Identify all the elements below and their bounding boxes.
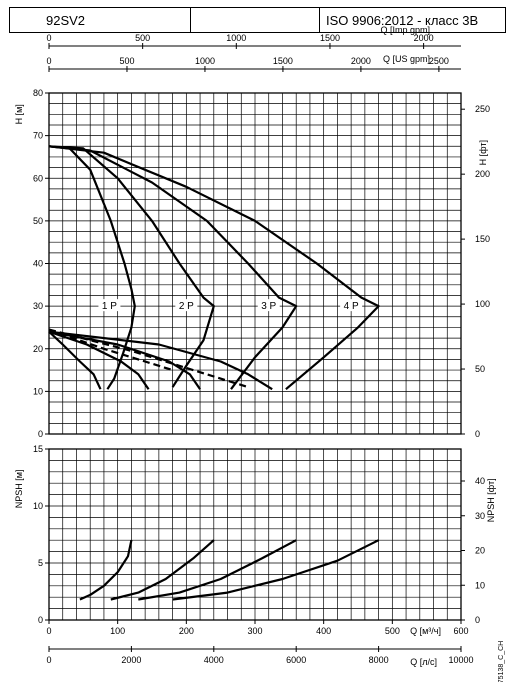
npsh-curve-1 xyxy=(79,539,133,601)
npsh-right-tick-label: 30 xyxy=(475,511,485,521)
head-y-axis-label: H [м] xyxy=(14,104,24,124)
head-y-tick-label: 0 xyxy=(38,429,43,439)
top-axis-label: Q [US gpm] xyxy=(383,54,430,64)
x-tick-label: 300 xyxy=(247,626,262,636)
npsh-curve-3 xyxy=(138,539,297,601)
top-axis-label: Q [Imp gpm] xyxy=(380,25,430,35)
head-right-tick-label: 50 xyxy=(475,364,485,374)
head-curve-6 xyxy=(48,330,150,390)
top-axis-tick-label: 1500 xyxy=(273,56,293,66)
head-right-tick-label: 0 xyxy=(475,429,480,439)
curve-label-2: 2 P xyxy=(179,301,194,312)
npsh-y-tick-label: 10 xyxy=(33,501,43,511)
npsh-right-tick-label: 0 xyxy=(475,615,480,625)
head-y-tick-label: 40 xyxy=(33,259,43,269)
header-standard-box: ISO 9906:2012 - класс 3B xyxy=(319,7,506,33)
head-curve-8 xyxy=(48,330,273,391)
x-tick-label: 200 xyxy=(179,626,194,636)
curve-label-3: 3 P xyxy=(261,301,276,312)
head-curve-4 xyxy=(48,145,380,391)
head-curve-2 xyxy=(48,145,215,388)
head-y-tick-label: 30 xyxy=(33,301,43,311)
npsh-curve-2 xyxy=(110,539,215,601)
bottom-axis-label: Q [л/с] xyxy=(410,657,437,667)
curve-label-bg xyxy=(175,299,198,312)
top-axis-tick-label: 1000 xyxy=(195,56,215,66)
top-axis-tick-label: 2000 xyxy=(414,33,434,43)
head-curve-3 xyxy=(48,145,298,390)
head-right-tick-label: 150 xyxy=(475,234,490,244)
bottom-axis-tick-label: 0 xyxy=(46,655,51,665)
npsh-right-tick-label: 40 xyxy=(475,476,485,486)
head-right-tick-label: 250 xyxy=(475,104,490,114)
head-curve-9 xyxy=(48,328,249,389)
top-axis-tick-label: 500 xyxy=(119,56,134,66)
head-y-tick-label: 80 xyxy=(33,88,43,98)
head-curve-10 xyxy=(48,328,173,372)
top-axis-tick-label: 2500 xyxy=(429,56,449,66)
x-tick-label: 600 xyxy=(453,626,468,636)
head-y-tick-label: 60 xyxy=(33,173,43,183)
bottom-axis-tick-label: 4000 xyxy=(204,655,224,665)
curve-label-bg xyxy=(340,299,363,312)
x-axis-label: Q [м³/ч] xyxy=(410,626,441,636)
head-right-tick-label: 200 xyxy=(475,169,490,179)
top-axis-tick-label: 2000 xyxy=(351,56,371,66)
head-y-tick-label: 20 xyxy=(33,344,43,354)
bottom-axis-tick-label: 8000 xyxy=(369,655,389,665)
top-axis-tick-label: 1000 xyxy=(226,33,246,43)
curve-label-bg xyxy=(257,299,280,312)
top-axis-tick-label: 0 xyxy=(46,33,51,43)
top-axis-tick-label: 1500 xyxy=(320,33,340,43)
x-tick-label: 0 xyxy=(46,626,51,636)
head-y-tick-label: 70 xyxy=(33,131,43,141)
curve-label-4: 4 P xyxy=(344,301,359,312)
head-y-tick-label: 10 xyxy=(33,386,43,396)
head-y-tick-label: 50 xyxy=(33,216,43,226)
header-model: 92SV2 xyxy=(46,12,86,28)
top-axis-tick-label: 500 xyxy=(135,33,150,43)
head-curve-5 xyxy=(48,330,102,390)
npsh-y-tick-label: 5 xyxy=(38,558,43,568)
x-tick-label: 100 xyxy=(110,626,125,636)
curve-label-1: 1 P xyxy=(102,301,117,312)
npsh-right-tick-label: 20 xyxy=(475,546,485,556)
npsh-y-axis-label: NPSH [м] xyxy=(14,470,24,509)
bottom-axis-tick-label: 2000 xyxy=(121,655,141,665)
npsh-right-tick-label: 10 xyxy=(475,580,485,590)
top-axis-tick-label: 0 xyxy=(46,56,51,66)
bottom-axis-tick-label: 10000 xyxy=(448,655,473,665)
curve-label-bg xyxy=(98,299,121,312)
npsh-curve-4 xyxy=(172,539,380,601)
x-tick-label: 500 xyxy=(385,626,400,636)
bottom-axis-tick-label: 6000 xyxy=(286,655,306,665)
head-right-tick-label: 100 xyxy=(475,299,490,309)
npsh-y-tick-label: 0 xyxy=(38,615,43,625)
npsh-right-axis-label: NPSH [фт] xyxy=(486,478,496,522)
npsh-y-tick-label: 15 xyxy=(33,444,43,454)
x-tick-label: 400 xyxy=(316,626,331,636)
head-right-axis-label: H [фт] xyxy=(478,140,488,165)
header-standard: ISO 9906:2012 - класс 3B xyxy=(326,12,479,28)
code-label: 75138_C_CH xyxy=(498,641,505,682)
